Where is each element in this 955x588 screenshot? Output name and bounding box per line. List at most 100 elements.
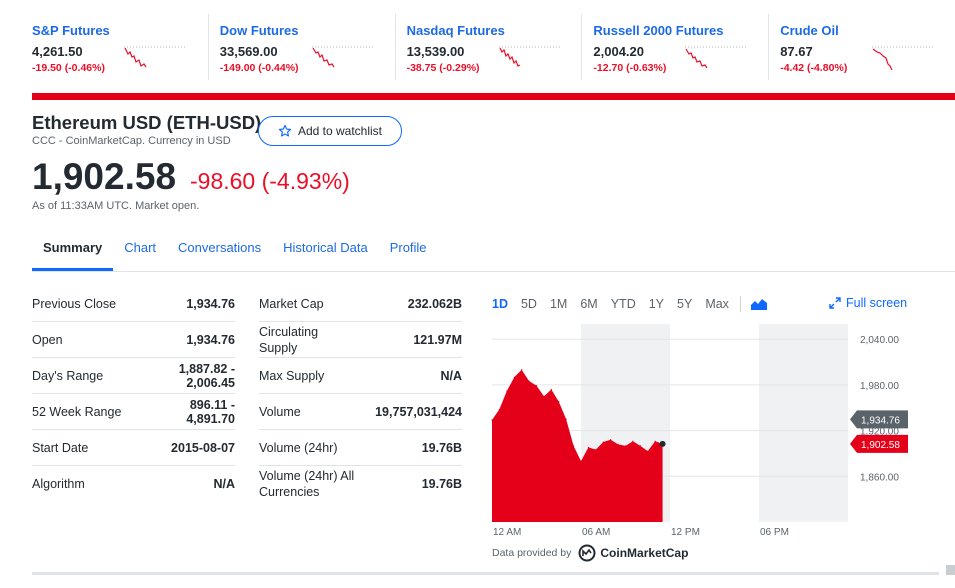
price-point [543,395,545,397]
previous-close-label: 1,934.76 [861,415,900,426]
tab-chart[interactable]: Chart [124,240,157,255]
stat-value: N/A [213,477,235,491]
exchange-subtitle: CCC - CoinMarketCap. Currency in USD [32,135,231,147]
stat-label: Previous Close [32,296,117,311]
price-point [624,445,627,447]
ticker-item[interactable]: Crude Oil 87.67 -4.42 (-4.80%) [768,14,955,80]
ticker-name[interactable]: Russell 2000 Futures [593,23,724,38]
tab-summary[interactable]: Summary [32,240,114,271]
price-point [513,376,515,378]
ticker-sparkline [124,46,186,68]
last-price-marker [659,440,666,447]
ticker-item[interactable]: Nasdaq Futures 13,539.00 -38.75 (-0.29%) [394,14,582,80]
session-band [759,324,848,522]
summary-table-left: Previous Close 1,934.76 Open 1,934.76 Day'… [32,286,235,502]
stat-value: 232.062B [407,296,462,311]
price-change: -98.60 (-4.93%) [190,168,350,195]
ticker-item[interactable]: Dow Futures 33,569.00 -149.00 (-0.44%) [207,14,395,80]
summary-table-right: Market Cap 232.062B Circulating Supply 121… [259,286,462,502]
ticker-item[interactable]: S&P Futures 4,261.50 -19.50 (-0.46%) [21,14,208,80]
x-tick-label: 06 PM [760,527,789,538]
range-1y[interactable]: 1Y [648,297,665,311]
coinmarketcap-logo[interactable]: CoinMarketCap [578,544,688,562]
add-to-watchlist-button[interactable]: Add to watchlist [258,116,402,146]
range-1d[interactable]: 1D [492,297,508,311]
range-max[interactable]: Max [705,297,729,311]
previous-close-tag [850,410,908,429]
ticker-name[interactable]: S&P Futures [32,23,110,38]
price-point [572,445,575,447]
chart-range-selector: 1D 5D 1M 6M YTD 1Y 5Y Max [492,296,767,312]
star-icon [278,124,292,137]
ticker-change: -149.00 (-0.44%) [219,62,299,74]
ticker-price: 2,004.20 [593,44,644,59]
quote-tabs: Summary Chart Conversations Historical D… [32,240,438,271]
ticker-change: -38.75 (-0.29%) [406,62,480,74]
price-point [647,450,649,452]
ticker-price: 13,539.00 [406,44,465,59]
range-1m[interactable]: 1M [549,297,568,311]
price-area-series [492,369,663,522]
stat-label: Circulating Supply [259,324,319,355]
ticker-change: -12.70 (-0.63%) [593,62,667,74]
section-divider [32,572,939,575]
table-row: Market Cap 232.062B [259,286,462,322]
price-point [535,385,538,387]
tab-profile[interactable]: Profile [389,240,427,255]
price-point [595,449,597,451]
table-row: Previous Close 1,934.76 [32,286,235,322]
ticker-price: 33,569.00 [219,44,278,59]
ticker-name[interactable]: Dow Futures [219,23,299,38]
last-price-tag [850,434,908,453]
credit-prefix: Data provided by [492,547,572,559]
range-5d[interactable]: 5D [520,297,537,311]
ticker-item[interactable]: Russell 2000 Futures 2,004.20 -12.70 (-0… [581,14,768,80]
price-point [528,380,530,382]
stat-label: 52 Week Range [32,404,122,419]
coinmarketcap-label: CoinMarketCap [600,546,689,560]
stat-value: 19.76B [421,477,462,491]
y-tick-label: 1,980.00 [860,381,899,392]
ticker-price: 4,261.50 [32,44,83,59]
ticker-name[interactable]: Nasdaq Futures [406,23,505,38]
table-row: Algorithm N/A [32,466,235,502]
ticker-sparkline [872,46,935,71]
table-row: Open 1,934.76 [32,322,235,358]
table-row: Volume (24hr) 19.76B [259,430,462,466]
range-5y[interactable]: 5Y [677,297,693,311]
stat-label: Algorithm [32,477,85,491]
price-point [565,418,567,420]
current-price: 1,902.58 [32,156,177,197]
price-change-percent: (-4.93%) [261,168,350,194]
stat-label: Day's Range [32,368,104,383]
price-point [587,446,590,448]
range-divider [739,296,741,312]
stat-value: N/A [440,368,462,383]
range-6m[interactable]: 6M [580,297,598,311]
intraday-chart[interactable]: 2,040.00 1,980.00 1,920.00 1,860.00 1,934.76… [490,318,930,540]
ticker-price: 87.67 [780,44,813,59]
page-title: Ethereum USD (ETH-USD) [32,112,262,133]
price-point [506,390,508,392]
last-price-label: 1,902.58 [861,440,900,451]
ticker-sparkline [685,46,748,69]
stat-value: 1,934.76 [186,332,235,347]
fullscreen-button[interactable]: Full screen [829,296,907,310]
stat-label: Open [32,332,63,347]
table-row: Max Supply N/A [259,358,462,394]
scrollbar-thumb[interactable] [946,565,955,575]
tab-historical-data[interactable]: Historical Data [283,240,368,255]
stat-value: 19,757,031,424 [375,404,462,419]
price-point [550,388,552,391]
tab-conversations[interactable]: Conversations [178,240,262,255]
price-point [521,369,523,371]
fullscreen-label: Full screen [846,296,908,310]
ticker-name[interactable]: Crude Oil [780,23,839,38]
price-point [491,419,493,421]
stat-value: 896.11 - 4,891.70 [186,397,235,426]
mountain-chart-icon[interactable] [750,298,767,310]
price-point [639,445,641,447]
range-ytd[interactable]: YTD [610,297,636,311]
ticker-sparkline [498,46,561,67]
table-row: Circulating Supply 121.97M [259,322,462,358]
